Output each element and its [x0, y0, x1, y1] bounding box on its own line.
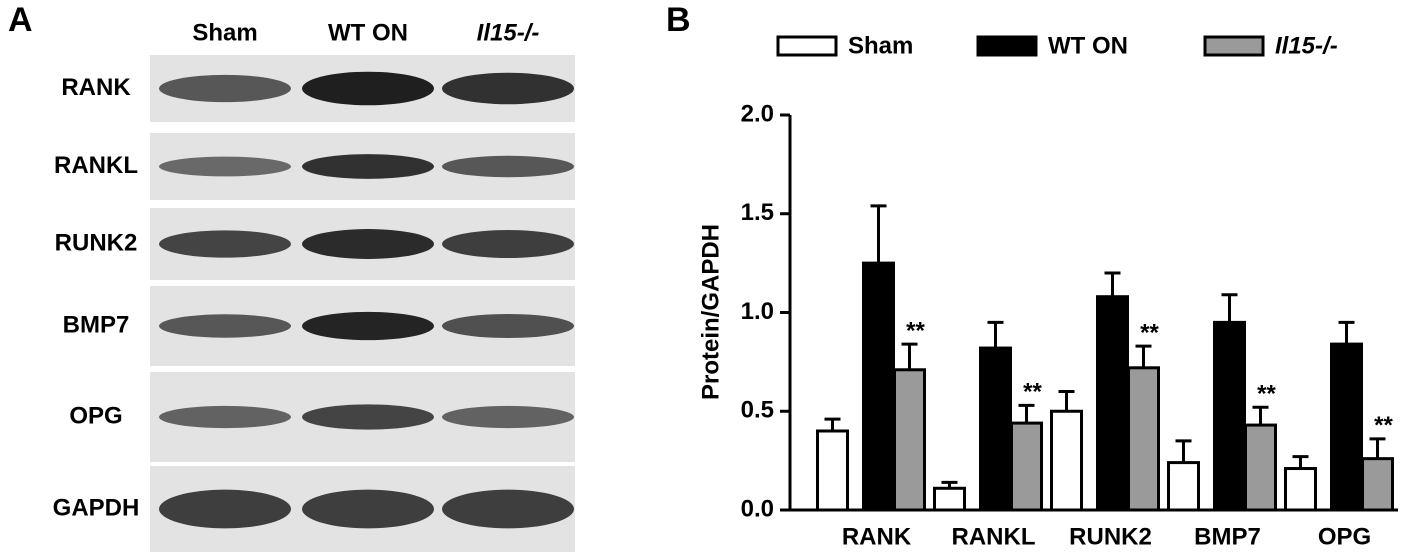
- error-bar: [1104, 271, 1121, 297]
- error-bar: [1135, 344, 1152, 368]
- bar: [979, 346, 1012, 512]
- bar: [1050, 409, 1083, 512]
- blot-band: [159, 489, 291, 529]
- row-label: RANKL: [54, 152, 138, 179]
- panel-label: B: [666, 1, 691, 39]
- significance-label: **: [1257, 381, 1276, 408]
- bar: [1361, 457, 1394, 512]
- error-bar: [824, 417, 841, 431]
- error-bar: [870, 204, 887, 264]
- legend-label: WT ON: [1048, 32, 1128, 59]
- significance-label: **: [906, 317, 925, 344]
- y-axis-label: Protein/GAPDH: [697, 224, 724, 400]
- blot-band: [159, 156, 291, 177]
- bar: [816, 429, 849, 512]
- bar: [933, 486, 966, 512]
- bar: [1284, 467, 1317, 512]
- bar: [1330, 342, 1363, 512]
- x-tick-label: RANKL: [952, 523, 1036, 550]
- significance-label: **: [1374, 412, 1393, 439]
- error-bar: [901, 342, 918, 370]
- row-label: GAPDH: [53, 494, 140, 521]
- blot-band: [159, 405, 291, 429]
- y-tick-label: 0.0: [741, 495, 774, 522]
- blot-band: [442, 230, 574, 258]
- y-tick-label: 1.5: [741, 199, 774, 226]
- y-tick-label: 0.5: [741, 397, 774, 424]
- blot-band: [442, 314, 574, 338]
- bar: [893, 368, 926, 512]
- legend-label: Sham: [848, 32, 913, 59]
- legend-swatch: [776, 35, 838, 57]
- blot-band: [159, 314, 291, 338]
- error-bar: [1292, 455, 1309, 469]
- x-tick-label: RUNK2: [1069, 523, 1152, 550]
- blot-band: [302, 489, 434, 529]
- error-bar: [1018, 403, 1035, 424]
- blot-band: [302, 154, 434, 179]
- error-bar: [1058, 390, 1075, 412]
- significance-label: **: [1140, 319, 1159, 346]
- error-bar: [987, 320, 1004, 349]
- row-label: OPG: [69, 402, 122, 429]
- error-bar: [1175, 439, 1192, 463]
- legend-label: Il15-/-: [1275, 32, 1338, 59]
- x-tick-label: BMP7: [1194, 523, 1261, 550]
- lane-label: Il15-/-: [477, 19, 540, 46]
- bar: [1244, 423, 1277, 512]
- significance-label: **: [1023, 379, 1042, 406]
- error-bar: [1252, 405, 1269, 426]
- panel-label: A: [8, 1, 33, 39]
- legend-swatch: [1203, 35, 1265, 57]
- bar: [862, 261, 895, 512]
- error-bar: [1221, 293, 1238, 323]
- bar: [1167, 461, 1200, 512]
- blot-band: [302, 311, 434, 341]
- blot-band: [442, 72, 574, 105]
- y-tick-label: 1.0: [741, 298, 774, 325]
- bar: [1010, 421, 1043, 512]
- lane-label: WT ON: [328, 19, 408, 46]
- blot-band: [302, 229, 434, 259]
- bar: [1096, 295, 1129, 512]
- row-label: BMP7: [63, 311, 130, 338]
- blot-band: [302, 71, 434, 106]
- x-tick-label: OPG: [1318, 523, 1371, 550]
- row-label: RUNK2: [55, 229, 138, 256]
- y-tick-label: 2.0: [741, 100, 774, 127]
- error-bar: [1338, 320, 1355, 345]
- row-label: RANK: [61, 74, 131, 101]
- legend-swatch: [976, 35, 1038, 57]
- bar: [1127, 366, 1160, 512]
- blot-band: [159, 230, 291, 258]
- blot-band: [442, 489, 574, 529]
- error-bar: [1369, 437, 1386, 459]
- bar: [1213, 320, 1246, 512]
- blot-band: [442, 405, 574, 429]
- x-tick-label: RANK: [842, 523, 912, 550]
- blot-band: [302, 404, 434, 430]
- lane-label: Sham: [192, 19, 257, 46]
- blot-band: [442, 155, 574, 178]
- blot-band: [159, 74, 291, 103]
